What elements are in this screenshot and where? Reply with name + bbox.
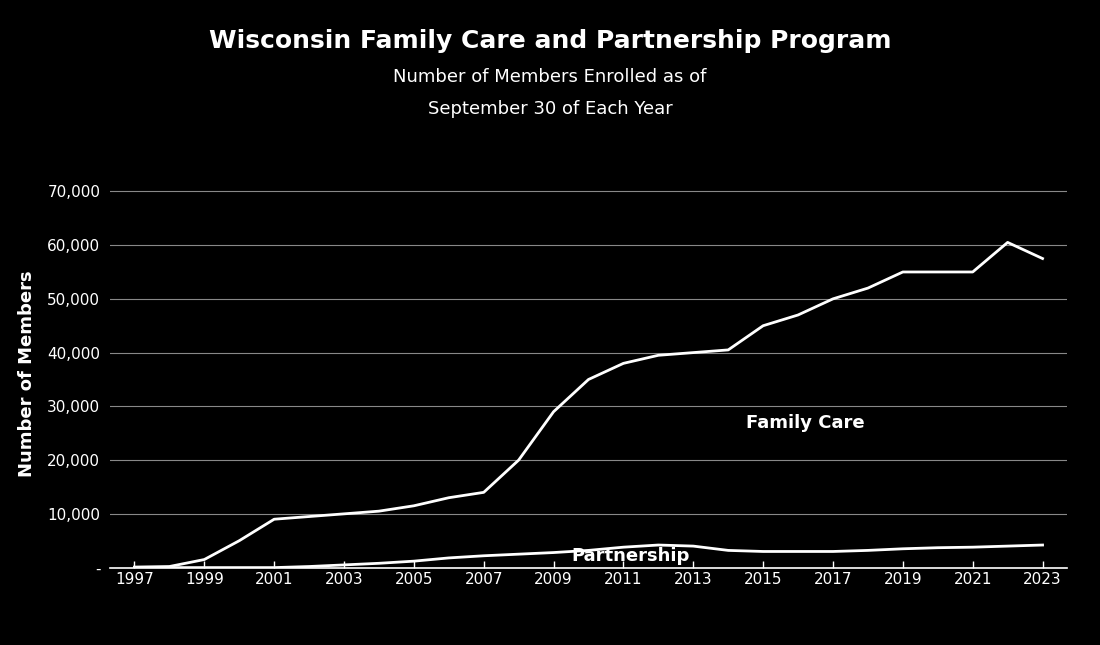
Text: Family Care: Family Care bbox=[746, 414, 865, 432]
Text: Partnership: Partnership bbox=[571, 547, 690, 565]
Text: September 30 of Each Year: September 30 of Each Year bbox=[428, 100, 672, 118]
Text: Number of Members Enrolled as of: Number of Members Enrolled as of bbox=[394, 68, 706, 86]
Y-axis label: Number of Members: Number of Members bbox=[18, 271, 36, 477]
Text: Wisconsin Family Care and Partnership Program: Wisconsin Family Care and Partnership Pr… bbox=[209, 29, 891, 53]
